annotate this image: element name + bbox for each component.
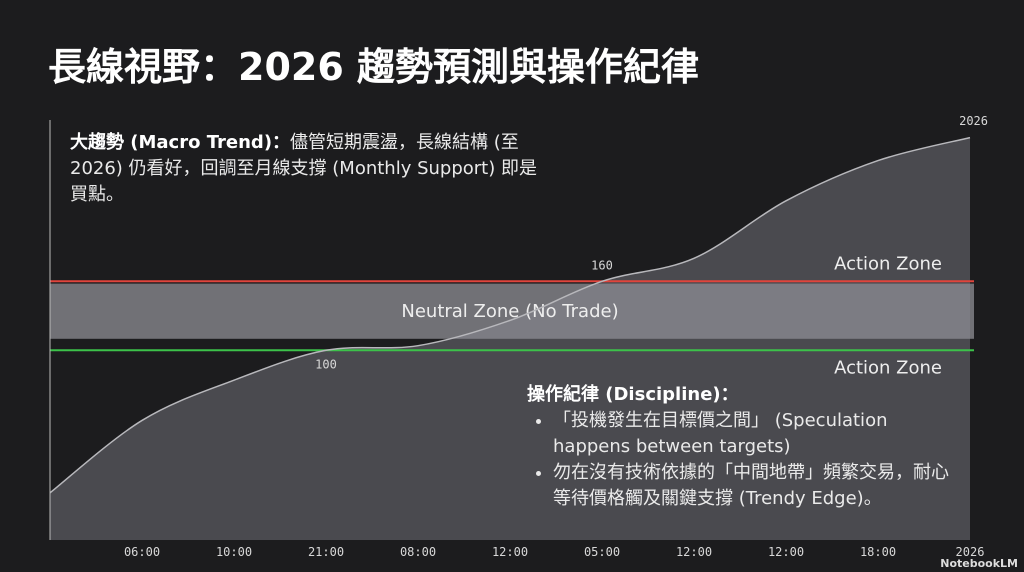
macro-note: 大趨勢 (Macro Trend)：儘管短期震盪，長線結構 (至 2026) 仍… [70, 130, 540, 208]
x-tick-label: 10:00 [216, 545, 252, 559]
watermark: NotebookLM [940, 557, 1018, 570]
zone-label: Action Zone [834, 253, 942, 274]
macro-head: 大趨勢 (Macro Trend)： [70, 132, 291, 153]
bullet-list: 「投機發生在目標價之間」 (Speculation happens betwee… [527, 408, 957, 512]
x-tick-label: 18:00 [860, 545, 896, 559]
x-tick-label: 12:00 [492, 545, 528, 559]
zone-label: Neutral Zone (No Trade) [401, 301, 618, 322]
bullet: 「投機發生在目標價之間」 (Speculation happens betwee… [553, 408, 957, 460]
value-label: 100 [315, 357, 337, 371]
neutral-zone [50, 283, 974, 339]
bullet: 勿在沒有技術依據的「中間地帶」頻繁交易，耐心等待價格觸及關鍵支撐 (Trendy… [553, 460, 957, 512]
x-tick-label: 08:00 [400, 545, 436, 559]
zone-label: Action Zone [834, 357, 942, 378]
x-tick-label: 12:00 [676, 545, 712, 559]
discipline-head: 操作紀律 (Discipline)： [527, 384, 739, 405]
area [50, 137, 970, 541]
annotation: 2026 [959, 114, 988, 128]
x-tick-label: 21:00 [308, 545, 344, 559]
value-label: 160 [591, 258, 613, 272]
x-tick-label: 05:00 [584, 545, 620, 559]
discipline-note: 操作紀律 (Discipline)： 「投機發生在目標價之間」 (Specula… [527, 382, 957, 512]
trend-line [49, 136, 971, 494]
x-tick-label: 2026 [956, 545, 985, 559]
x-tick-label: 06:00 [124, 545, 160, 559]
macro-body: 儘管短期震盪，長線結構 (至 2026) 仍看好，回調至月線支撐 (Monthl… [70, 132, 537, 205]
x-tick-label: 12:00 [768, 545, 804, 559]
slide-title: 長線視野：2026 趨勢預測與操作紀律 [48, 45, 699, 89]
